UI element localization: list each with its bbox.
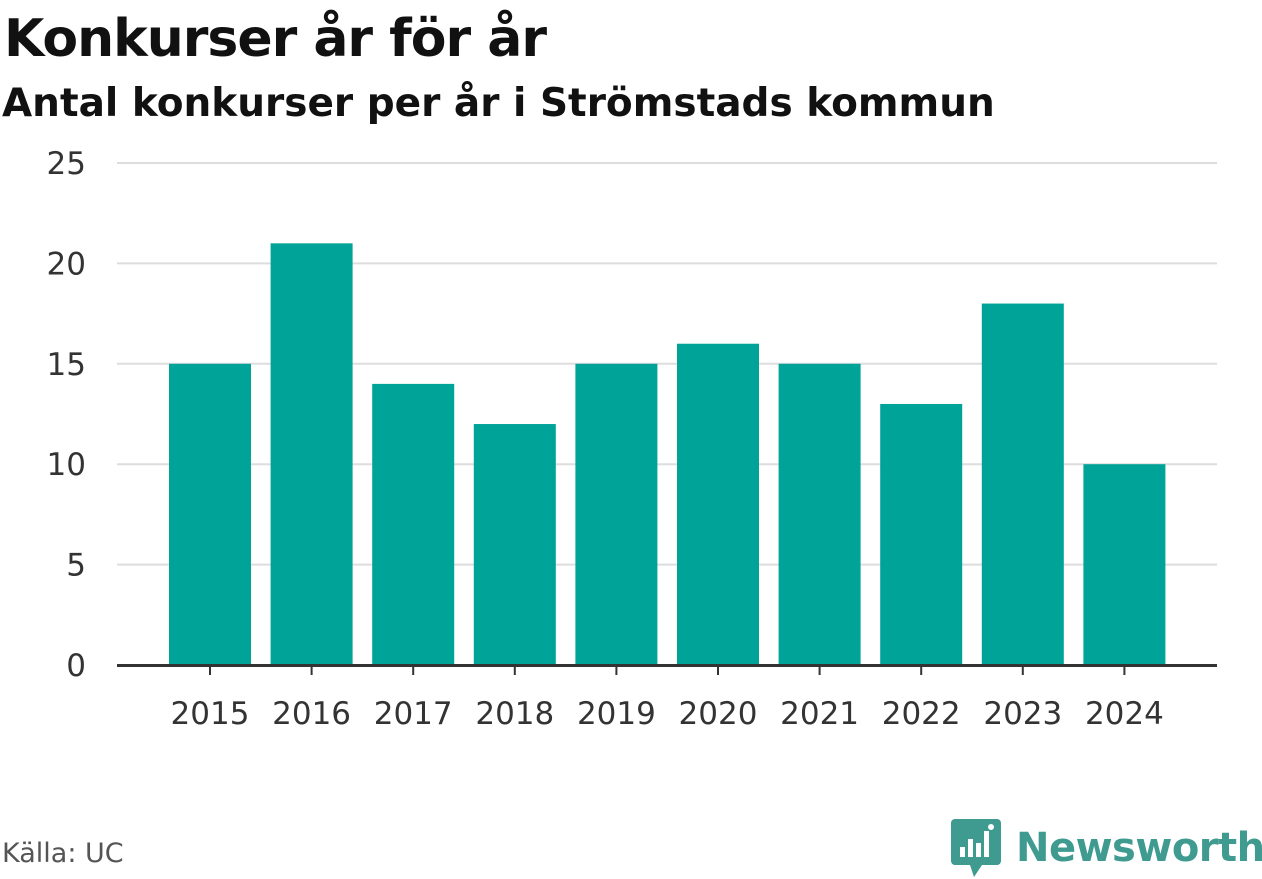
source-note: Källa: UC (2, 838, 124, 869)
x-axis (117, 664, 1217, 675)
bar-2024 (1083, 464, 1166, 665)
x-tick-label: 2024 (1085, 696, 1164, 732)
y-tick-label: 20 (47, 246, 86, 282)
y-tick-label: 15 (47, 347, 86, 383)
y-tick-label: 5 (66, 548, 86, 584)
bar-2015 (169, 363, 251, 665)
bar-2020 (677, 343, 759, 665)
bars (169, 243, 1166, 665)
x-tick-label: 2018 (475, 696, 554, 732)
x-tick-label: 2021 (780, 696, 859, 732)
bar-2018 (473, 424, 556, 665)
y-tick-labels: 0 5 10 15 20 25 (47, 146, 86, 684)
x-tick-label: 2016 (272, 696, 351, 732)
x-tick-label: 2022 (882, 696, 961, 732)
x-tick-labels: 2015 2016 2017 2018 2019 2020 2021 2022 2023 2024 (171, 696, 1164, 732)
x-tick-label: 2020 (679, 696, 758, 732)
chart-subtitle: Antal konkurser per år i Strömstads komm… (2, 81, 995, 126)
y-tick-label: 0 (66, 648, 86, 684)
x-tick-label: 2015 (171, 696, 250, 732)
bar-2021 (778, 363, 861, 665)
bar-2017 (372, 383, 455, 665)
bar-2016 (270, 243, 353, 665)
newsworthy-logo-icon (951, 819, 1001, 877)
chart-title: Konkurser år för år (4, 9, 547, 69)
x-tick-label: 2019 (577, 696, 656, 732)
brand-logo[interactable]: Newsworthy (950, 818, 1262, 878)
y-tick-label: 10 (47, 447, 86, 483)
bar-2019 (575, 363, 658, 665)
y-tick-label: 25 (47, 146, 86, 182)
x-tick-label: 2017 (374, 696, 453, 732)
bar-2023 (981, 303, 1064, 665)
bar-2022 (880, 403, 963, 665)
x-tick-label: 2023 (983, 696, 1062, 732)
brand-name: Newsworthy (1016, 825, 1262, 871)
